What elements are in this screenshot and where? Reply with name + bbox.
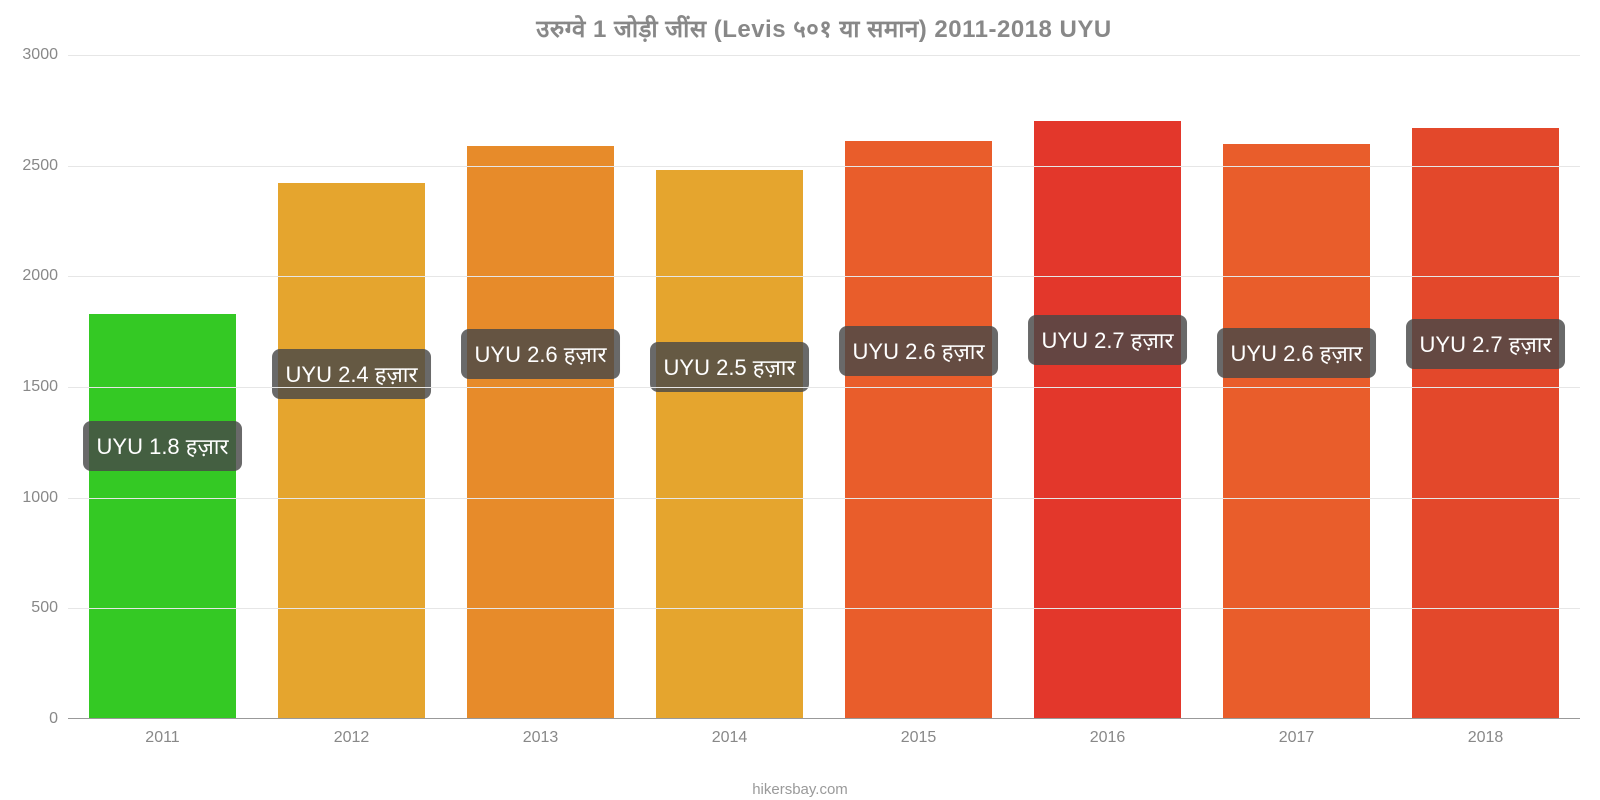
bar — [1223, 144, 1370, 719]
x-axis-tick: 2017 — [1279, 729, 1315, 747]
x-axis-tick: 2011 — [145, 729, 179, 747]
y-axis-tick: 0 — [49, 710, 68, 728]
bar — [278, 183, 425, 719]
bar — [89, 314, 236, 719]
x-axis-tick: 2016 — [1090, 729, 1126, 747]
y-axis-tick: 1000 — [22, 489, 68, 507]
grid-line — [68, 55, 1580, 56]
chart-title: उरुग्वे 1 जोड़ी जींस (Levis ५०१ या समान)… — [68, 12, 1580, 45]
grid-line — [68, 387, 1580, 388]
bar — [1412, 128, 1559, 719]
grid-line — [68, 166, 1580, 167]
value-label-badge: UYU 1.8 हज़ार — [83, 421, 243, 471]
value-label-badge: UYU 2.7 हज़ार — [1028, 315, 1188, 365]
y-axis-tick: 2500 — [22, 157, 68, 175]
value-label-badge: UYU 2.6 हज़ार — [1217, 328, 1377, 378]
value-label-badge: UYU 2.6 हज़ार — [461, 329, 621, 379]
y-axis-tick: 1500 — [22, 378, 68, 396]
bar — [467, 146, 614, 719]
bar — [656, 170, 803, 719]
value-label-badge: UYU 2.5 हज़ार — [650, 342, 810, 392]
bar — [845, 141, 992, 719]
x-axis-tick: 2012 — [334, 729, 370, 747]
chart-container: उरुग्वे 1 जोड़ी जींस (Levis ५०१ या समान)… — [0, 0, 1600, 800]
x-axis-tick: 2013 — [523, 729, 559, 747]
value-label-badge: UYU 2.6 हज़ार — [839, 326, 999, 376]
y-axis-tick: 500 — [31, 599, 68, 617]
x-axis-tick: 2015 — [901, 729, 937, 747]
chart-plot-area: UYU 1.8 हज़ार 2011 UYU 2.4 हज़ार 2012 UYU 2.… — [68, 55, 1580, 749]
chart-attribution: hikersbay.com — [752, 781, 848, 798]
value-label-badge: UYU 2.4 हज़ार — [272, 349, 432, 399]
value-label-badge: UYU 2.7 हज़ार — [1406, 319, 1566, 369]
bar — [1034, 121, 1181, 719]
x-axis-tick: 2014 — [712, 729, 748, 747]
y-axis-tick: 2000 — [22, 267, 68, 285]
y-axis-tick: 3000 — [22, 46, 68, 64]
grid-line — [68, 498, 1580, 499]
x-axis-line — [68, 718, 1580, 719]
grid-line — [68, 276, 1580, 277]
grid-line — [68, 608, 1580, 609]
x-axis-tick: 2018 — [1468, 729, 1504, 747]
